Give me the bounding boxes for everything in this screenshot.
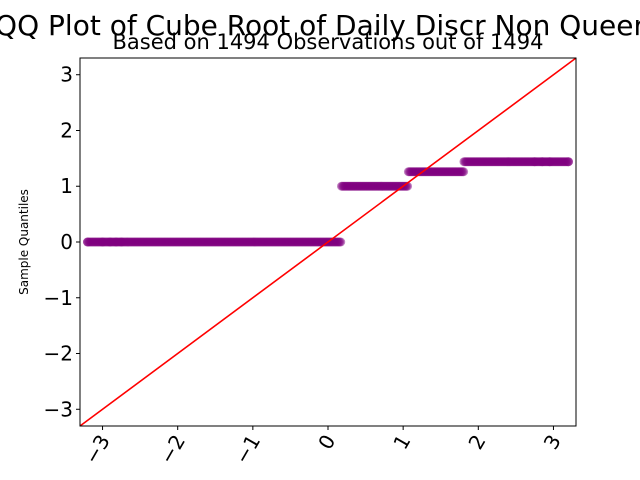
y-tick-label: −1 bbox=[44, 286, 73, 310]
data-point bbox=[116, 237, 126, 247]
y-tick-label: 3 bbox=[60, 63, 73, 87]
x-tick-label: 1 bbox=[388, 431, 415, 454]
data-point bbox=[459, 167, 469, 177]
y-tick-label: −2 bbox=[44, 342, 73, 366]
y-tick-label: 0 bbox=[60, 230, 73, 254]
x-tick-label: −2 bbox=[155, 431, 191, 469]
x-tick-label: 0 bbox=[313, 431, 340, 454]
x-tick-label: 3 bbox=[539, 431, 566, 454]
y-tick-label: 2 bbox=[60, 118, 73, 142]
data-point bbox=[83, 237, 93, 247]
chart-title: QQ Plot of Cube Root of Daily Discr Non … bbox=[0, 9, 640, 42]
data-point bbox=[530, 157, 540, 167]
data-points bbox=[83, 157, 573, 247]
chart-subtitle: Based on 1494 Observations out of 1494 bbox=[112, 30, 543, 54]
y-tick-label: 1 bbox=[60, 174, 73, 198]
reference-line-layer bbox=[79, 57, 577, 427]
reference-line bbox=[79, 57, 577, 427]
x-tick-label: −1 bbox=[230, 431, 266, 469]
data-point bbox=[545, 157, 555, 167]
x-tick-label: −3 bbox=[79, 431, 115, 469]
x-tick-label: 2 bbox=[463, 431, 490, 454]
y-axis-label: Sample Quantiles bbox=[17, 189, 31, 295]
data-point bbox=[537, 157, 547, 167]
data-point bbox=[563, 157, 573, 167]
y-tick-label: −3 bbox=[44, 397, 73, 421]
data-point bbox=[336, 237, 346, 247]
y-axis-ticks: −3 −2 −1 0 1 2 3 bbox=[44, 63, 80, 421]
x-axis-ticks: −3 −2 −1 0 1 2 3 bbox=[79, 426, 566, 469]
data-point bbox=[98, 237, 108, 247]
